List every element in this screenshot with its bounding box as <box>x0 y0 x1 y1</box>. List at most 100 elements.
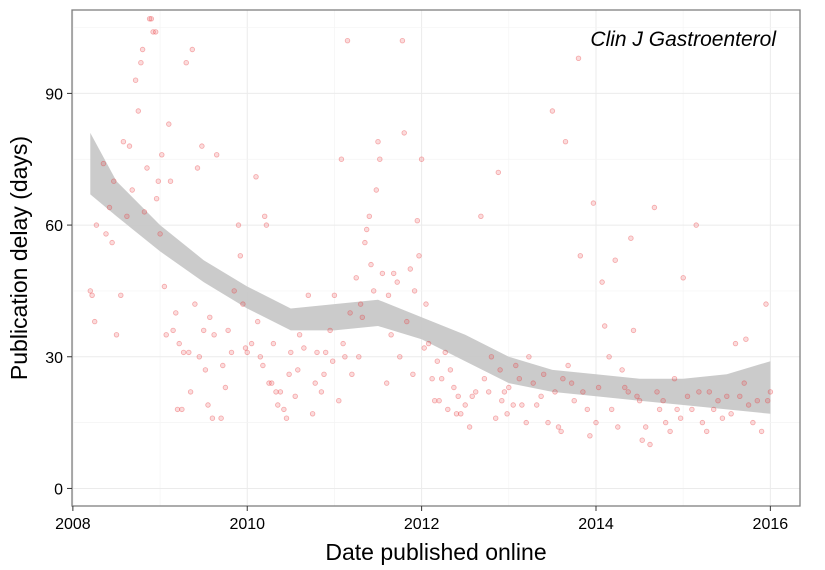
data-point <box>550 109 555 114</box>
data-point <box>437 398 442 403</box>
data-point <box>563 139 568 144</box>
data-point <box>278 390 283 395</box>
data-point <box>511 403 516 408</box>
data-point <box>569 381 574 386</box>
data-point <box>616 425 621 430</box>
data-point <box>332 293 337 298</box>
y-tick-label: 0 <box>54 481 63 498</box>
data-point <box>232 289 237 294</box>
data-point <box>184 60 189 65</box>
data-point <box>448 368 453 373</box>
data-point <box>594 420 599 425</box>
data-point <box>243 346 248 351</box>
data-point <box>419 157 424 162</box>
data-point <box>354 276 359 281</box>
data-point <box>439 376 444 381</box>
y-tick-label: 90 <box>45 86 63 103</box>
data-point <box>711 407 716 412</box>
data-point <box>125 214 130 219</box>
data-point <box>446 407 451 412</box>
data-point <box>371 289 376 294</box>
data-point <box>500 398 505 403</box>
data-point <box>350 372 355 377</box>
data-point <box>768 390 773 395</box>
data-point <box>282 407 287 412</box>
data-point <box>310 412 315 417</box>
data-point <box>364 227 369 232</box>
data-point <box>496 170 501 175</box>
data-point <box>345 38 350 43</box>
data-point <box>229 350 234 355</box>
data-point <box>655 390 660 395</box>
data-point <box>505 412 510 417</box>
data-point <box>149 17 154 22</box>
data-point <box>746 403 751 408</box>
data-point <box>357 355 362 360</box>
data-point <box>289 350 294 355</box>
y-tick-label: 60 <box>45 218 63 235</box>
data-point <box>600 280 605 285</box>
data-point <box>296 368 301 373</box>
data-point <box>177 341 182 346</box>
data-point <box>203 368 208 373</box>
data-point <box>417 254 422 259</box>
data-point <box>729 412 734 417</box>
data-point <box>313 381 318 386</box>
data-point <box>302 346 307 351</box>
data-point <box>255 319 260 324</box>
data-point <box>306 293 311 298</box>
data-point <box>276 403 281 408</box>
data-point <box>107 205 112 210</box>
y-tick-label: 30 <box>45 350 63 367</box>
data-point <box>426 341 431 346</box>
data-point <box>190 47 195 52</box>
data-point <box>223 385 228 390</box>
data-point <box>249 341 254 346</box>
data-point <box>541 372 546 377</box>
data-point <box>531 381 536 386</box>
data-point <box>328 328 333 333</box>
data-point <box>337 398 342 403</box>
data-point <box>585 407 590 412</box>
data-point <box>415 218 420 223</box>
y-axis-title: Publication delay (days) <box>6 136 32 380</box>
data-point <box>631 328 636 333</box>
data-point <box>405 319 410 324</box>
data-point <box>672 376 677 381</box>
data-point <box>136 109 141 114</box>
data-point <box>411 372 416 377</box>
data-point <box>319 390 324 395</box>
data-point <box>90 293 95 298</box>
data-point <box>254 175 259 180</box>
data-point <box>697 390 702 395</box>
data-point <box>400 38 405 43</box>
data-point <box>380 271 385 276</box>
data-point <box>486 390 491 395</box>
data-point <box>514 363 519 368</box>
data-point <box>657 407 662 412</box>
data-point <box>386 293 391 298</box>
data-point <box>751 420 756 425</box>
data-point <box>226 328 231 333</box>
data-point <box>140 47 145 52</box>
data-point <box>690 407 695 412</box>
x-tick-label: 2012 <box>404 516 440 533</box>
data-point <box>119 293 124 298</box>
data-point <box>274 390 279 395</box>
data-point <box>167 122 172 127</box>
data-point <box>391 271 396 276</box>
data-point <box>456 394 461 399</box>
data-point <box>284 416 289 421</box>
data-point <box>363 240 368 245</box>
data-point <box>744 337 749 342</box>
data-point <box>539 394 544 399</box>
data-point <box>629 236 634 241</box>
data-point <box>561 376 566 381</box>
data-point <box>221 363 226 368</box>
data-point <box>197 355 202 360</box>
data-point <box>101 161 106 166</box>
data-point <box>452 385 457 390</box>
data-point <box>130 188 135 193</box>
data-point <box>482 376 487 381</box>
data-point <box>384 381 389 386</box>
